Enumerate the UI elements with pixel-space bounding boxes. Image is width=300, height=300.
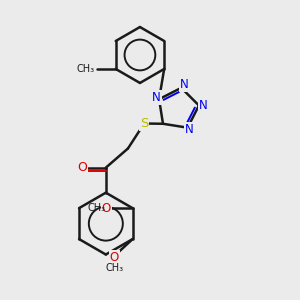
Text: CH₃: CH₃	[87, 203, 105, 213]
Text: O: O	[77, 161, 87, 174]
Text: N: N	[180, 78, 189, 92]
Text: O: O	[101, 202, 111, 215]
Text: O: O	[110, 251, 119, 264]
Text: N: N	[152, 91, 161, 104]
Text: CH₃: CH₃	[105, 263, 123, 273]
Text: N: N	[199, 99, 208, 112]
Text: N: N	[185, 123, 194, 136]
Text: S: S	[140, 117, 148, 130]
Text: CH₃: CH₃	[77, 64, 95, 74]
